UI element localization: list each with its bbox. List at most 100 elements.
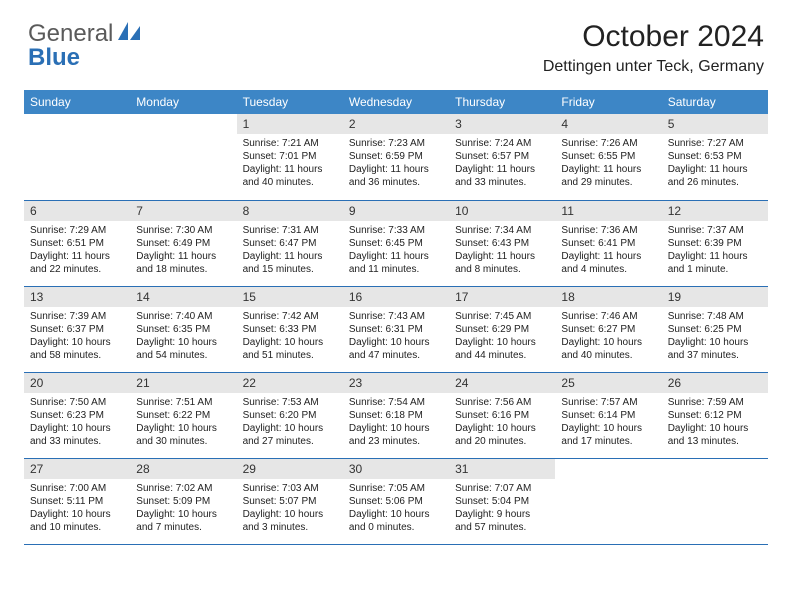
day-number: 5 <box>662 114 768 134</box>
calendar-cell: 16Sunrise: 7:43 AMSunset: 6:31 PMDayligh… <box>343 286 449 372</box>
day-number: 30 <box>343 459 449 479</box>
sunset-line: Sunset: 5:09 PM <box>136 495 230 508</box>
calendar-cell: 6 Sunrise: 7:29 AMSunset: 6:51 PMDaylight… <box>24 200 130 286</box>
sunset-line: Sunset: 6:27 PM <box>561 323 655 336</box>
day-body: Sunrise: 7:51 AMSunset: 6:22 PMDaylight:… <box>130 393 236 452</box>
sunset-line: Sunset: 6:59 PM <box>349 150 443 163</box>
day-number: 19 <box>662 287 768 307</box>
day-body: Sunrise: 7:27 AMSunset: 6:53 PMDaylight:… <box>662 134 768 193</box>
day-number: 10 <box>449 201 555 221</box>
day-body: Sunrise: 7:39 AMSunset: 6:37 PMDaylight:… <box>24 307 130 366</box>
calendar-table: SundayMondayTuesdayWednesdayThursdayFrid… <box>24 90 768 545</box>
day-header: Friday <box>555 90 661 114</box>
daylight-line: Daylight: 10 hours and 0 minutes. <box>349 508 443 534</box>
sunrise-line: Sunrise: 7:02 AM <box>136 482 230 495</box>
daylight-line: Daylight: 11 hours and 8 minutes. <box>455 250 549 276</box>
calendar-cell <box>24 114 130 200</box>
calendar-cell: 9Sunrise: 7:33 AMSunset: 6:45 PMDaylight… <box>343 200 449 286</box>
daylight-line: Daylight: 10 hours and 47 minutes. <box>349 336 443 362</box>
calendar-cell: 29Sunrise: 7:03 AMSunset: 5:07 PMDayligh… <box>237 458 343 544</box>
daylight-line: Daylight: 10 hours and 44 minutes. <box>455 336 549 362</box>
sunrise-line: Sunrise: 7:50 AM <box>30 396 124 409</box>
sunset-line: Sunset: 6:23 PM <box>30 409 124 422</box>
sunset-line: Sunset: 5:06 PM <box>349 495 443 508</box>
sunrise-line: Sunrise: 7:54 AM <box>349 396 443 409</box>
day-number: 26 <box>662 373 768 393</box>
calendar-cell: 12Sunrise: 7:37 AMSunset: 6:39 PMDayligh… <box>662 200 768 286</box>
day-number: 9 <box>343 201 449 221</box>
sunset-line: Sunset: 6:43 PM <box>455 237 549 250</box>
day-body: Sunrise: 7:05 AMSunset: 5:06 PMDaylight:… <box>343 479 449 538</box>
day-body: Sunrise: 7:53 AMSunset: 6:20 PMDaylight:… <box>237 393 343 452</box>
sunset-line: Sunset: 7:01 PM <box>243 150 337 163</box>
sunrise-line: Sunrise: 7:46 AM <box>561 310 655 323</box>
daylight-line: Daylight: 10 hours and 33 minutes. <box>30 422 124 448</box>
daylight-line: Daylight: 11 hours and 33 minutes. <box>455 163 549 189</box>
calendar-row: 13Sunrise: 7:39 AMSunset: 6:37 PMDayligh… <box>24 286 768 372</box>
sunset-line: Sunset: 6:18 PM <box>349 409 443 422</box>
day-number: 20 <box>24 373 130 393</box>
sunset-line: Sunset: 6:14 PM <box>561 409 655 422</box>
sunrise-line: Sunrise: 7:39 AM <box>30 310 124 323</box>
day-body: Sunrise: 7:37 AMSunset: 6:39 PMDaylight:… <box>662 221 768 280</box>
day-body: Sunrise: 7:46 AMSunset: 6:27 PMDaylight:… <box>555 307 661 366</box>
daylight-line: Daylight: 9 hours and 57 minutes. <box>455 508 549 534</box>
day-body: Sunrise: 7:00 AMSunset: 5:11 PMDaylight:… <box>24 479 130 538</box>
calendar-cell <box>130 114 236 200</box>
day-number: 27 <box>24 459 130 479</box>
day-body: Sunrise: 7:30 AMSunset: 6:49 PMDaylight:… <box>130 221 236 280</box>
calendar-cell: 3Sunrise: 7:24 AMSunset: 6:57 PMDaylight… <box>449 114 555 200</box>
sunrise-line: Sunrise: 7:33 AM <box>349 224 443 237</box>
sunrise-line: Sunrise: 7:51 AM <box>136 396 230 409</box>
sunrise-line: Sunrise: 7:57 AM <box>561 396 655 409</box>
day-body: Sunrise: 7:03 AMSunset: 5:07 PMDaylight:… <box>237 479 343 538</box>
day-number: 6 <box>24 201 130 221</box>
title-location: Dettingen unter Teck, Germany <box>543 58 764 76</box>
calendar-cell: 28Sunrise: 7:02 AMSunset: 5:09 PMDayligh… <box>130 458 236 544</box>
day-body: Sunrise: 7:43 AMSunset: 6:31 PMDaylight:… <box>343 307 449 366</box>
daylight-line: Daylight: 10 hours and 51 minutes. <box>243 336 337 362</box>
day-header: Wednesday <box>343 90 449 114</box>
sunrise-line: Sunrise: 7:26 AM <box>561 137 655 150</box>
day-body: Sunrise: 7:57 AMSunset: 6:14 PMDaylight:… <box>555 393 661 452</box>
sunset-line: Sunset: 6:51 PM <box>30 237 124 250</box>
day-body: Sunrise: 7:31 AMSunset: 6:47 PMDaylight:… <box>237 221 343 280</box>
calendar-cell: 19Sunrise: 7:48 AMSunset: 6:25 PMDayligh… <box>662 286 768 372</box>
sunset-line: Sunset: 6:20 PM <box>243 409 337 422</box>
sunset-line: Sunset: 6:29 PM <box>455 323 549 336</box>
day-header: Sunday <box>24 90 130 114</box>
sunrise-line: Sunrise: 7:03 AM <box>243 482 337 495</box>
day-number: 18 <box>555 287 661 307</box>
day-body: Sunrise: 7:56 AMSunset: 6:16 PMDaylight:… <box>449 393 555 452</box>
day-body: Sunrise: 7:45 AMSunset: 6:29 PMDaylight:… <box>449 307 555 366</box>
sunset-line: Sunset: 6:55 PM <box>561 150 655 163</box>
day-number: 29 <box>237 459 343 479</box>
day-body: Sunrise: 7:34 AMSunset: 6:43 PMDaylight:… <box>449 221 555 280</box>
sunset-line: Sunset: 6:39 PM <box>668 237 762 250</box>
calendar-cell: 23Sunrise: 7:54 AMSunset: 6:18 PMDayligh… <box>343 372 449 458</box>
day-body: Sunrise: 7:36 AMSunset: 6:41 PMDaylight:… <box>555 221 661 280</box>
daylight-line: Daylight: 10 hours and 37 minutes. <box>668 336 762 362</box>
daylight-line: Daylight: 11 hours and 22 minutes. <box>30 250 124 276</box>
sunrise-line: Sunrise: 7:37 AM <box>668 224 762 237</box>
sunset-line: Sunset: 6:41 PM <box>561 237 655 250</box>
sunrise-line: Sunrise: 7:42 AM <box>243 310 337 323</box>
sunrise-line: Sunrise: 7:29 AM <box>30 224 124 237</box>
day-number: 31 <box>449 459 555 479</box>
daylight-line: Daylight: 11 hours and 11 minutes. <box>349 250 443 276</box>
day-number: 13 <box>24 287 130 307</box>
calendar-row: 1Sunrise: 7:21 AMSunset: 7:01 PMDaylight… <box>24 114 768 200</box>
calendar-cell: 17Sunrise: 7:45 AMSunset: 6:29 PMDayligh… <box>449 286 555 372</box>
daylight-line: Daylight: 11 hours and 26 minutes. <box>668 163 762 189</box>
daylight-line: Daylight: 10 hours and 13 minutes. <box>668 422 762 448</box>
sunset-line: Sunset: 6:49 PM <box>136 237 230 250</box>
day-number: 16 <box>343 287 449 307</box>
day-number: 14 <box>130 287 236 307</box>
day-body: Sunrise: 7:50 AMSunset: 6:23 PMDaylight:… <box>24 393 130 452</box>
day-body: Sunrise: 7:40 AMSunset: 6:35 PMDaylight:… <box>130 307 236 366</box>
sunrise-line: Sunrise: 7:00 AM <box>30 482 124 495</box>
sunrise-line: Sunrise: 7:24 AM <box>455 137 549 150</box>
daylight-line: Daylight: 10 hours and 27 minutes. <box>243 422 337 448</box>
daylight-line: Daylight: 10 hours and 23 minutes. <box>349 422 443 448</box>
calendar-cell: 7Sunrise: 7:30 AMSunset: 6:49 PMDaylight… <box>130 200 236 286</box>
